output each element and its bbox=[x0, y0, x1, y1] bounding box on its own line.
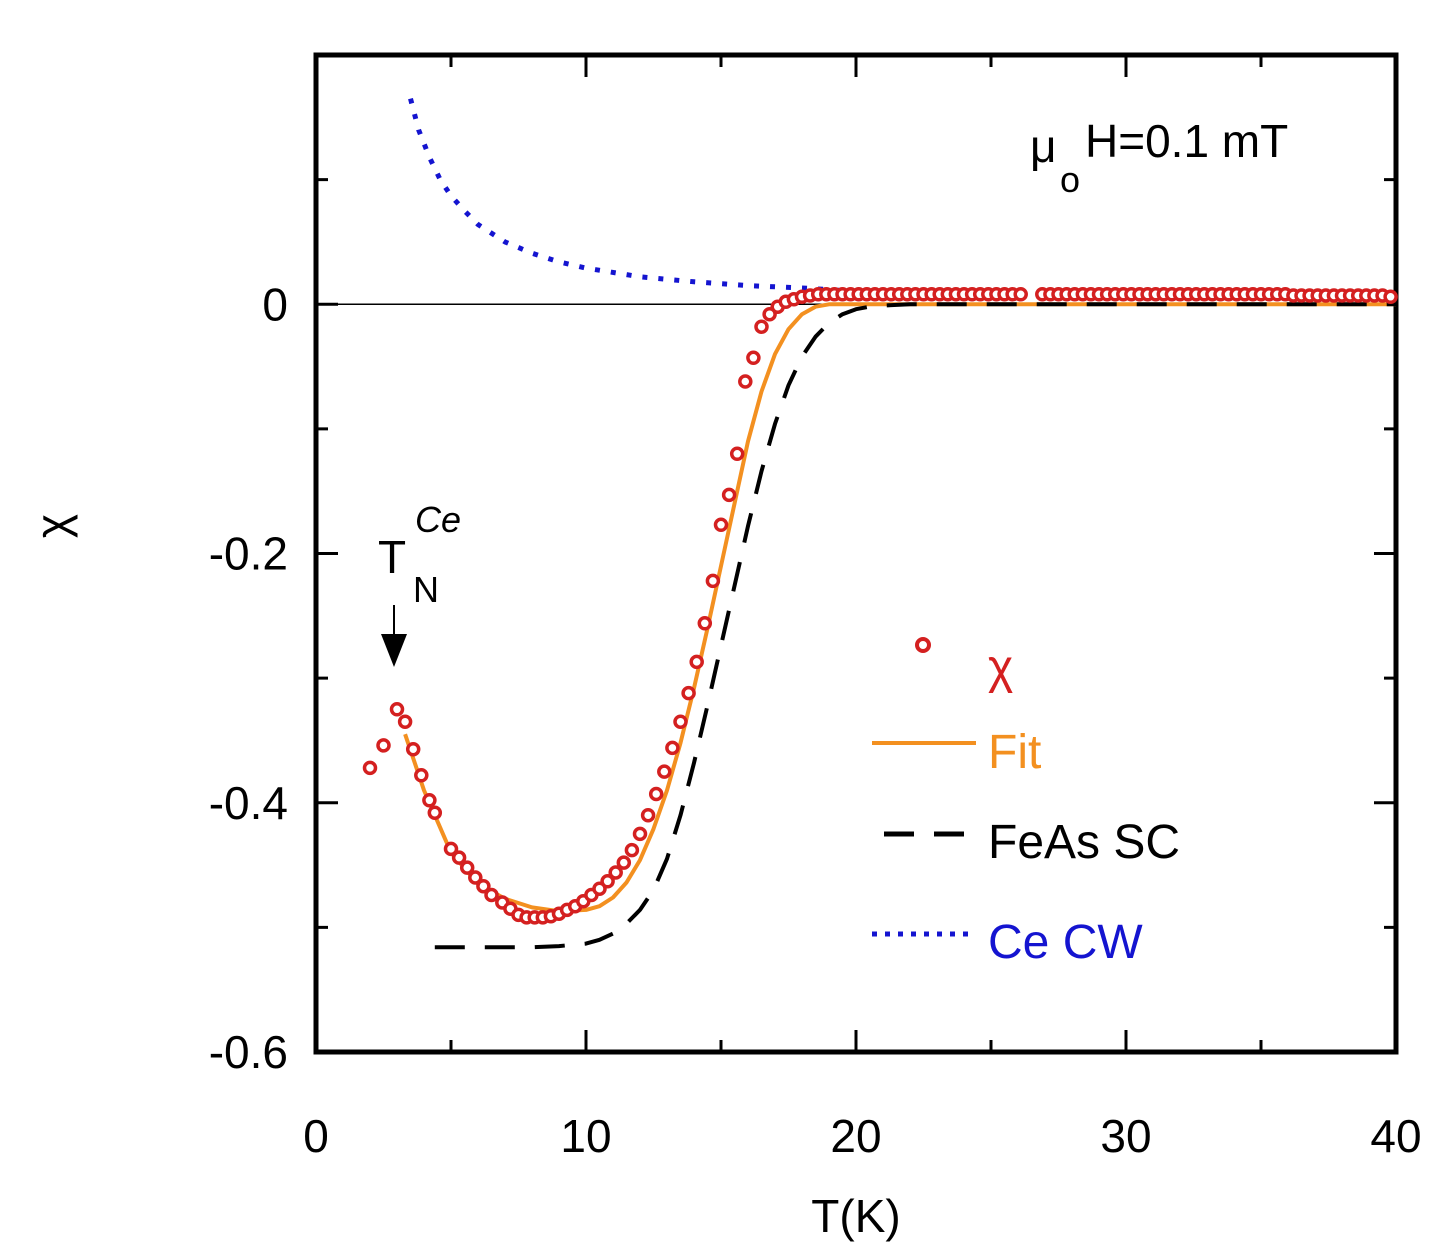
data-point-chi bbox=[443, 841, 459, 857]
legend-chi-marker bbox=[915, 637, 931, 653]
ticks-group bbox=[314, 53, 1398, 1054]
field-annotation-mu: μ bbox=[1030, 120, 1057, 172]
legend: χ Fit FeAs SC Ce CW bbox=[872, 637, 1180, 969]
data-point-chi bbox=[754, 319, 769, 334]
legend-fit-label: Fit bbox=[988, 726, 1041, 779]
x-tick-label: 30 bbox=[1100, 1110, 1151, 1162]
data-point-chi bbox=[405, 741, 421, 757]
data-point-chi bbox=[721, 487, 737, 503]
data-point-chi bbox=[600, 874, 615, 889]
data-point-chi bbox=[484, 887, 499, 903]
data-point-chi bbox=[422, 793, 437, 808]
y-tick-labels: -0.6 -0.4 -0.2 0 bbox=[209, 278, 288, 1078]
data-point-chi bbox=[459, 860, 475, 875]
x-tick-label: 0 bbox=[303, 1110, 329, 1162]
legend-feas-label: FeAs SC bbox=[988, 816, 1180, 869]
x-tick-label: 40 bbox=[1370, 1110, 1421, 1162]
series-line-feas bbox=[434, 302, 1396, 950]
data-point-chi bbox=[738, 374, 753, 389]
data-point-chi bbox=[451, 850, 467, 865]
y-tick-label: -0.4 bbox=[209, 777, 288, 829]
data-point-chi bbox=[389, 702, 405, 717]
data-point-chi bbox=[608, 865, 623, 880]
data-point-chi bbox=[476, 878, 491, 894]
data-point-chi bbox=[624, 842, 640, 858]
x-tick-labels: 0 10 20 30 40 bbox=[303, 1110, 1421, 1162]
field-annotation-value: H=0.1 mT bbox=[1085, 115, 1288, 167]
data-point-chi bbox=[376, 738, 391, 753]
series-line-cecw bbox=[408, 97, 843, 293]
series-lines bbox=[403, 97, 1396, 950]
legend-chi-label: χ bbox=[988, 641, 1013, 694]
data-point-chi bbox=[657, 764, 672, 779]
data-point-chi bbox=[468, 870, 483, 885]
data-point-chi bbox=[705, 573, 721, 589]
data-point-chi bbox=[729, 446, 745, 462]
data-point-chi bbox=[427, 805, 443, 820]
tn-arrow-head bbox=[381, 634, 407, 667]
tn-superscript: Ce bbox=[415, 499, 461, 540]
y-tick-label: -0.6 bbox=[209, 1026, 288, 1078]
series-markers bbox=[362, 287, 1398, 925]
x-tick-label: 10 bbox=[560, 1110, 611, 1162]
y-tick-label: 0 bbox=[262, 278, 288, 330]
data-point-chi bbox=[362, 760, 378, 776]
data-point-chi bbox=[681, 685, 696, 701]
data-point-chi bbox=[632, 826, 648, 842]
tn-subscript: N bbox=[413, 569, 439, 610]
data-point-chi bbox=[414, 768, 429, 783]
field-annotation-sub: o bbox=[1060, 159, 1080, 200]
tn-base: T bbox=[378, 531, 406, 583]
x-tick-label: 20 bbox=[830, 1110, 881, 1162]
data-point-chi bbox=[397, 714, 413, 729]
field-annotation: μ o H=0.1 mT bbox=[1030, 115, 1288, 200]
series-line-fit bbox=[403, 302, 1396, 914]
data-point-chi bbox=[697, 616, 713, 631]
data-point-chi bbox=[673, 714, 688, 729]
data-point-chi bbox=[616, 855, 632, 870]
data-point-chi bbox=[648, 786, 664, 802]
transition-annotation: T Ce N bbox=[378, 499, 461, 667]
data-point-chi bbox=[640, 807, 656, 823]
x-axis-title: T(K) bbox=[811, 1190, 900, 1242]
data-point-chi bbox=[746, 350, 761, 366]
y-tick-label: -0.2 bbox=[209, 528, 288, 580]
data-point-chi bbox=[1383, 289, 1398, 305]
legend-cecw-label: Ce CW bbox=[988, 916, 1143, 969]
plot-frame bbox=[313, 52, 1399, 1055]
y-axis-title: χ bbox=[26, 514, 78, 538]
data-point-chi bbox=[1013, 287, 1028, 302]
data-point-chi bbox=[689, 654, 704, 670]
data-point-chi bbox=[713, 517, 729, 533]
data-point-chi bbox=[665, 740, 680, 756]
